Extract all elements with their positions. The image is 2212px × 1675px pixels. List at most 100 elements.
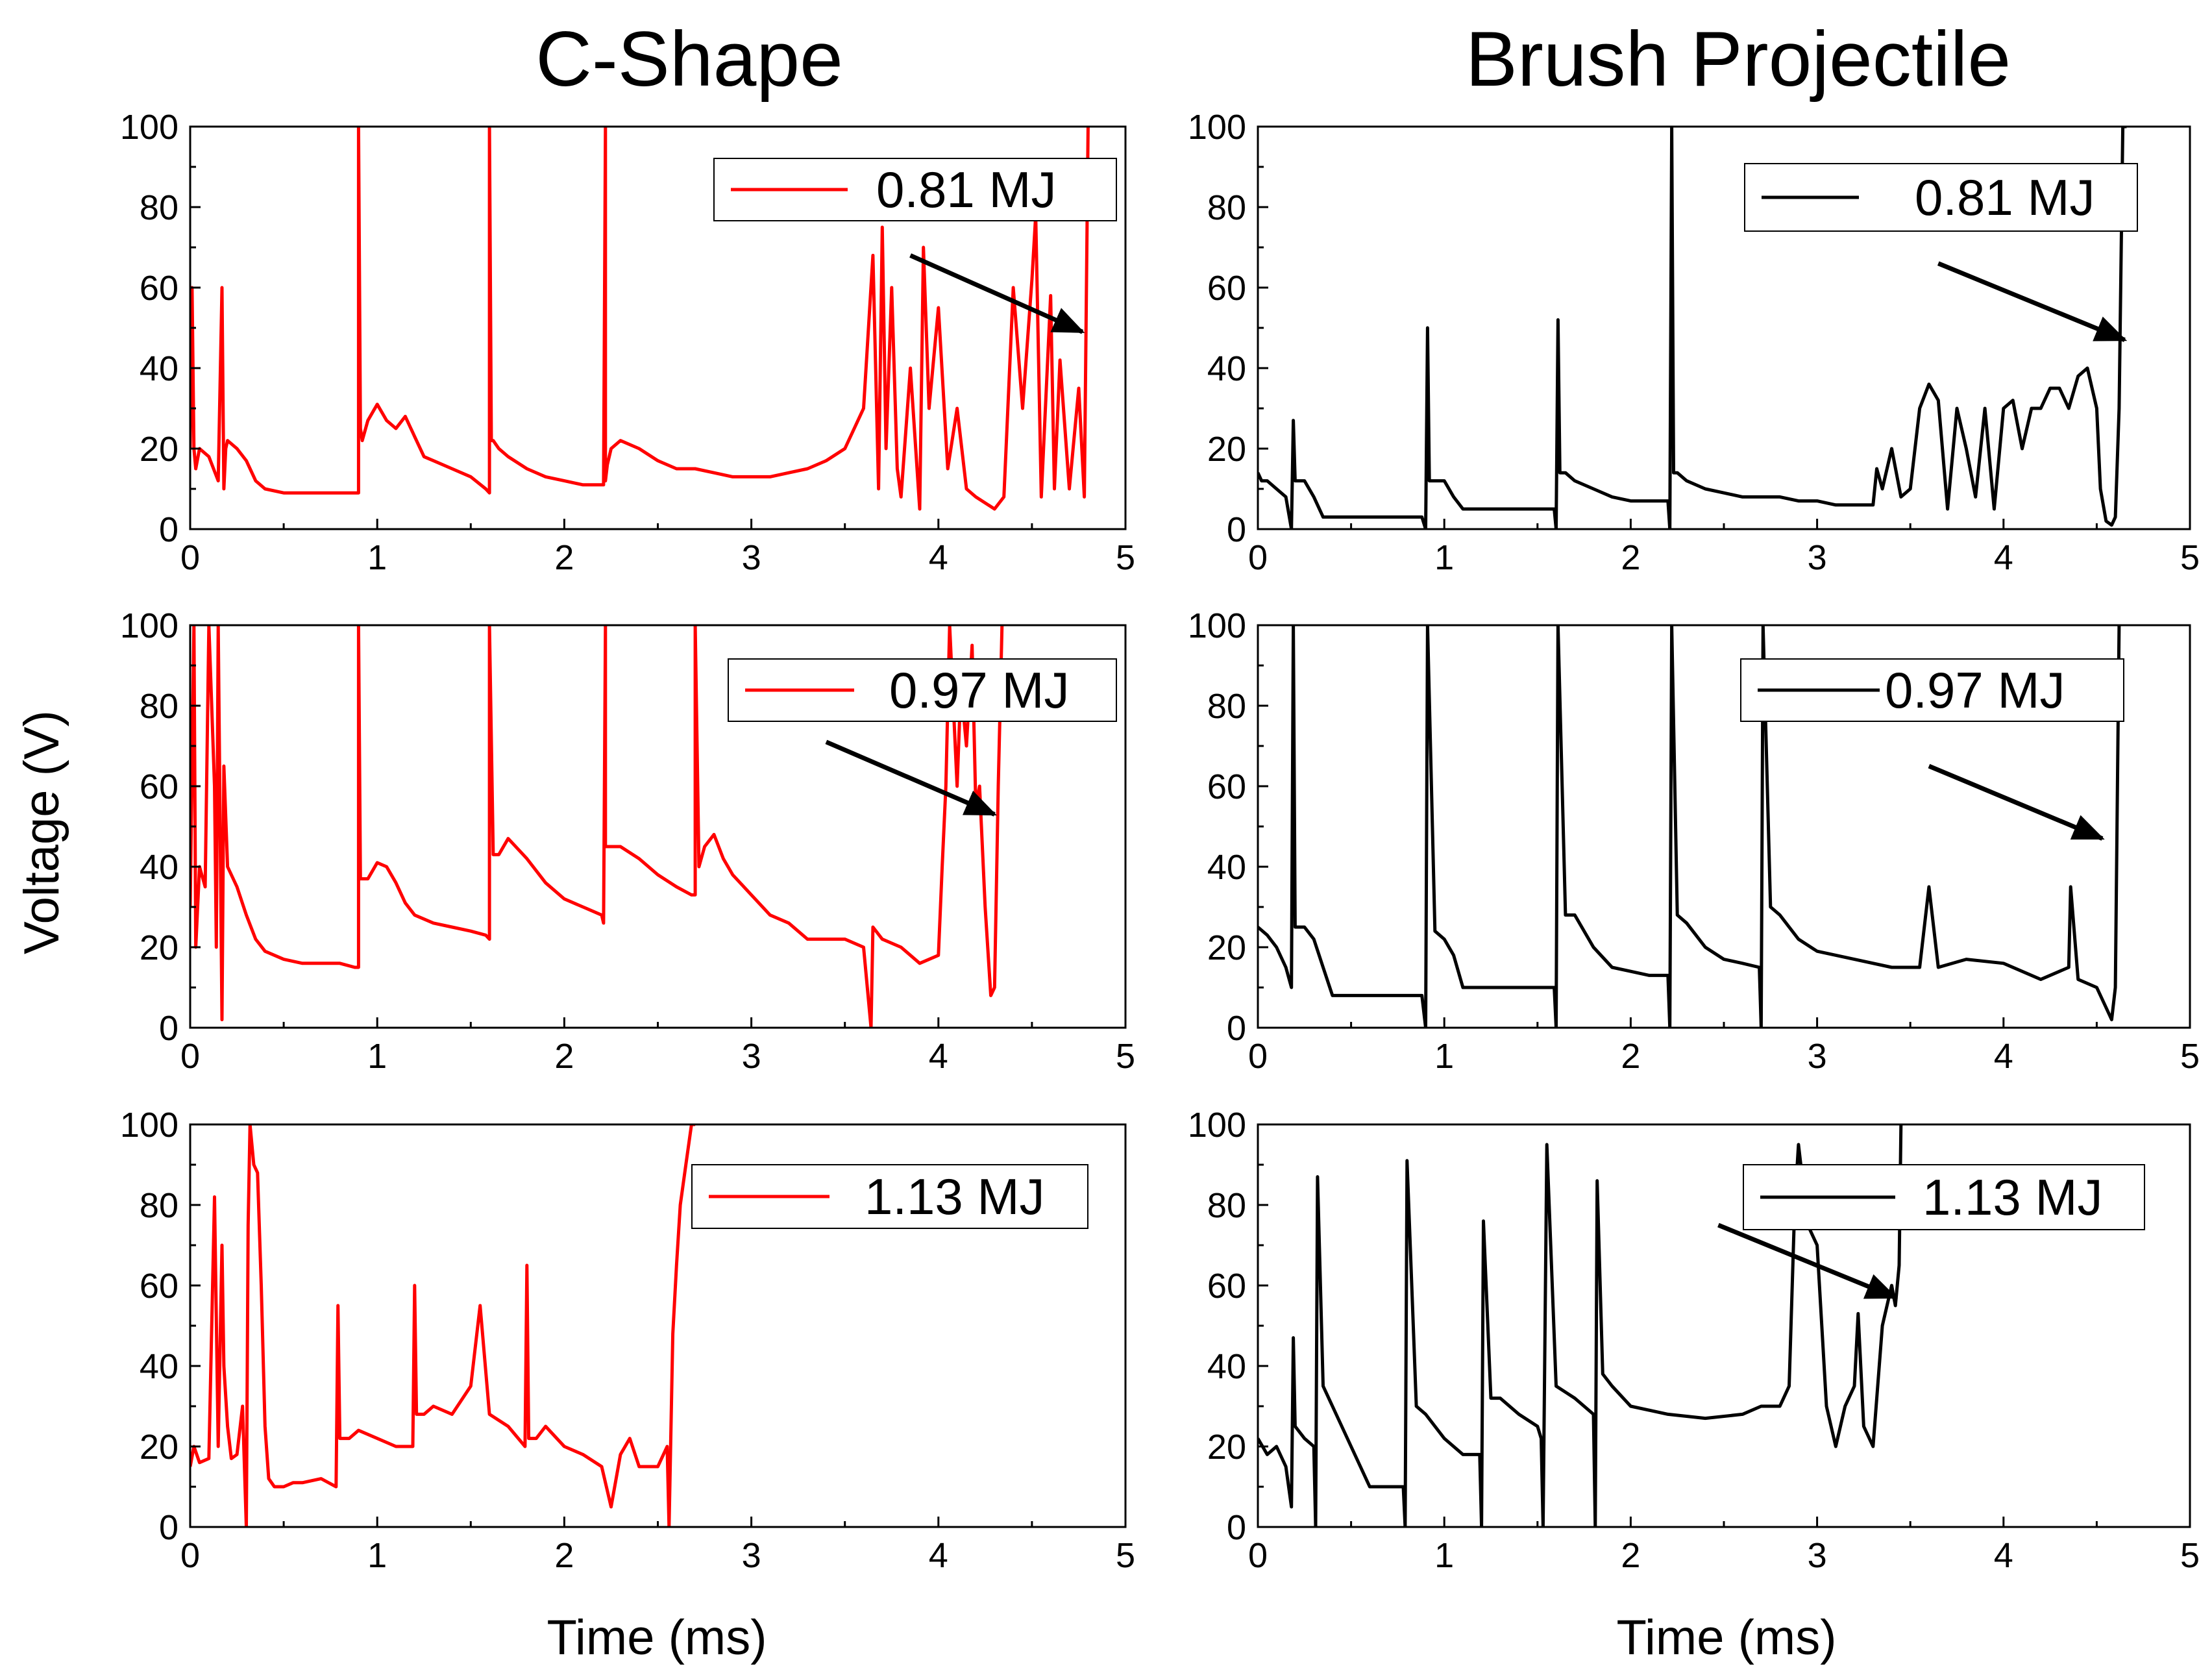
x-tick-label: 3 [742,538,761,577]
column-title-brush-projectile: Brush Projectile [1466,16,2011,103]
x-tick-label: 3 [1808,1536,1827,1575]
y-tick-label: 80 [140,687,178,726]
x-tick-label: 5 [2180,1536,2200,1575]
legend: 0.81 MJ [713,158,1117,221]
chart-panel-c-shape-0.81: 0 20 40 60 80 100 0 1 2 3 4 5 0.81 MJ [120,108,1135,577]
series-line-0 [190,1124,696,1527]
x-tick-label: 5 [2180,538,2200,577]
x-tick-label: 2 [554,1037,574,1076]
x-tick-label: 4 [929,538,948,577]
series-line-0 [190,625,1004,1028]
y-tick-label: 0 [159,510,178,549]
y-tick-label: 100 [1188,108,1246,147]
annotation-arrow [1928,763,2105,841]
y-tick-label: 20 [140,928,178,967]
y-tick-label: 100 [120,108,178,147]
y-tick-label: 0 [159,1508,178,1547]
column-title-c-shape: C-Shape [535,16,843,103]
y-tick-label: 60 [1207,1267,1246,1306]
series-line-0 [1258,625,2121,1028]
y-tick-label: 100 [120,606,178,645]
x-tick-label: 4 [929,1536,948,1575]
chart-panel-c-shape-0.97: 0 20 40 60 80 100 0 1 2 3 4 5 0.97 MJ [120,606,1135,1076]
x-tick-label: 0 [1248,1536,1268,1575]
x-tick-label: 1 [1434,1037,1454,1076]
legend: 0.97 MJ [1740,658,2124,722]
annotation-arrow [1717,1222,1899,1300]
y-tick-label: 60 [140,1267,178,1306]
x-tick-label: 3 [742,1037,761,1076]
annotation-arrow [909,253,1085,334]
x-tick-label: 3 [1808,1037,1827,1076]
y-tick-label: 0 [159,1009,178,1048]
y-tick-label: 20 [1207,1428,1246,1467]
x-tick-label: 2 [554,538,574,577]
x-tick-label: 5 [2180,1037,2200,1076]
y-tick-label: 80 [140,1186,178,1225]
x-tick-label: 2 [1621,538,1640,577]
y-tick-label: 40 [1207,1347,1246,1386]
y-tick-label: 20 [1207,430,1246,469]
y-tick-label: 40 [140,848,178,887]
y-tick-label: 0 [1227,510,1246,549]
chart-panel-brush-1.13: 0 20 40 60 80 100 0 1 2 3 4 5 1.13 MJ [1188,1106,2200,1575]
series-line-0 [190,127,1090,511]
x-tick-label: 4 [929,1037,948,1076]
x-tick-label: 0 [180,1536,200,1575]
y-axis-title: Voltage (V) [14,710,69,954]
legend-label: 1.13 MJ [1923,1169,2102,1226]
x-tick-label: 4 [1994,538,2013,577]
legend-label: 0.81 MJ [876,161,1056,218]
x-axis-title-right: Time (ms) [1616,1610,1836,1665]
x-tick-label: 1 [1434,538,1454,577]
chart-panel-c-shape-1.13: 0 20 40 60 80 100 0 1 2 3 4 5 1.13 MJ [120,1106,1135,1575]
annotation-arrow [825,739,998,817]
y-tick-label: 80 [140,188,178,227]
x-tick-label: 5 [1116,1536,1135,1575]
x-tick-label: 2 [554,1536,574,1575]
y-tick-label: 0 [1227,1508,1246,1547]
series-line-0 [1258,127,2127,529]
x-tick-label: 4 [1994,1037,2013,1076]
y-tick-label: 40 [1207,349,1246,388]
y-tick-label: 40 [140,1347,178,1386]
x-tick-label: 0 [1248,1037,1268,1076]
annotation-arrow [1937,261,2128,342]
y-tick-label: 20 [140,430,178,469]
x-axis-title-left: Time (ms) [547,1610,767,1665]
y-tick-label: 100 [120,1106,178,1145]
x-tick-label: 4 [1994,1536,2013,1575]
y-tick-label: 0 [1227,1009,1246,1048]
legend-label: 0.97 MJ [889,662,1069,719]
legend: 0.81 MJ [1744,163,2138,232]
y-tick-label: 60 [1207,767,1246,806]
y-tick-label: 60 [1207,269,1246,308]
x-tick-label: 5 [1116,1037,1135,1076]
series-line-0 [1258,1124,1903,1527]
y-tick-label: 100 [1188,606,1246,645]
chart-panel-brush-0.81: 0 20 40 60 80 100 0 1 2 3 4 5 0.81 MJ [1188,108,2200,577]
x-tick-label: 2 [1621,1037,1640,1076]
x-tick-label: 3 [742,1536,761,1575]
x-tick-label: 1 [367,1536,387,1575]
y-tick-label: 20 [140,1428,178,1467]
x-tick-label: 1 [367,1037,387,1076]
legend-label: 0.97 MJ [1885,662,2065,719]
x-tick-label: 0 [180,1037,200,1076]
y-tick-label: 60 [140,269,178,308]
y-tick-label: 40 [1207,848,1246,887]
y-tick-label: 20 [1207,928,1246,967]
legend: 1.13 MJ [691,1164,1088,1229]
chart-panel-brush-0.97: 0 20 40 60 80 100 0 1 2 3 4 5 0.97 MJ [1188,606,2200,1076]
y-tick-label: 80 [1207,687,1246,726]
y-tick-label: 40 [140,349,178,388]
x-tick-label: 1 [1434,1536,1454,1575]
y-tick-label: 80 [1207,188,1246,227]
x-tick-label: 0 [1248,538,1268,577]
legend: 0.97 MJ [728,658,1117,722]
x-tick-label: 0 [180,538,200,577]
x-tick-label: 2 [1621,1536,1640,1575]
y-tick-label: 60 [140,767,178,806]
